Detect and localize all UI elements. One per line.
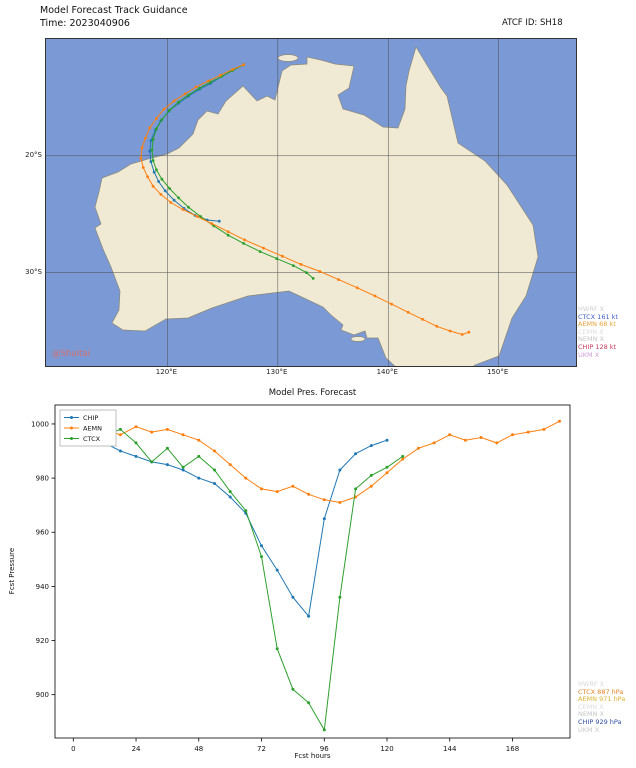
legend-entry-chip: CHIP 128 kt xyxy=(578,342,617,351)
atcf-id: ATCF ID: SH18 xyxy=(502,18,563,28)
pressure-series-AEMN xyxy=(87,419,561,504)
legend-label-CHIP: CHIP xyxy=(83,414,98,422)
y-tick-label: 920 xyxy=(36,637,49,645)
legend-entry-ctcx: CTCX 161 kt xyxy=(578,312,618,321)
x-tick-label: 72 xyxy=(257,745,266,753)
legend-label-CTCX: CTCX xyxy=(83,435,101,443)
track-map-panel: @Shuitai xyxy=(45,38,577,367)
pressure-min-legend: HWRF X CTCX 887 hPa AEMN 971 hPa CEMN X NEMN… xyxy=(578,680,636,734)
y-tick-label: 1000 xyxy=(31,420,49,428)
y-tick-label: 940 xyxy=(36,583,49,591)
legend-entry-aemn: AEMN 68 kt xyxy=(578,320,616,329)
lon-tick-label: 140°E xyxy=(376,368,398,376)
kangaroo-island xyxy=(350,336,366,342)
x-tick-label: 0 xyxy=(71,745,75,753)
legend-entry-nemn: NEMN X xyxy=(578,335,604,344)
lat-tick-label: 20°S xyxy=(25,150,42,159)
x-tick-label: 168 xyxy=(506,745,519,753)
pressure-chart: 0 24 48 72 96 120 144 168 1000 980 960 940 920 900 CHI… xyxy=(31,404,571,753)
model-tracks xyxy=(139,63,471,336)
pressure-legend-box: CHIP AEMN CTCX xyxy=(59,409,117,447)
pressure-chart-title: Model Pres. Forecast xyxy=(268,388,357,398)
legend-entry-nemn: NEMN X xyxy=(578,710,604,719)
legend-entry-ukm: UKM X xyxy=(578,725,600,734)
legend-entry-hwrf: HWRF X xyxy=(578,305,605,313)
legend-entry-cemn: CEMN X xyxy=(578,327,604,336)
lon-tick-label: 150°E xyxy=(486,368,509,376)
legend-entry-ukm: UKM X xyxy=(578,350,600,359)
figure-title: Model Forecast Track Guidance xyxy=(40,5,188,16)
legend-entry-ctcx: CTCX 887 hPa xyxy=(578,687,624,696)
watermark: @Shuitai xyxy=(52,349,90,359)
pressure-y-label: Fcst Pressure xyxy=(8,547,16,595)
track-AEMN xyxy=(139,63,471,336)
legend-entry-hwrf: HWRF X xyxy=(578,680,605,688)
lon-tick-label: 130°E xyxy=(266,368,288,376)
x-tick-label: 96 xyxy=(320,745,329,753)
legend-entry-chip: CHIP 929 hPa xyxy=(578,717,622,726)
x-tick-label: 48 xyxy=(194,745,203,753)
x-tick-label: 24 xyxy=(132,745,141,753)
pressure-series-CHIP xyxy=(87,436,389,618)
x-tick-label: 120 xyxy=(380,745,393,753)
map-gridlines xyxy=(46,39,576,366)
y-tick-label: 980 xyxy=(36,475,49,483)
australia-landmass xyxy=(94,46,539,366)
lat-tick-label: 30°S xyxy=(25,267,42,276)
lon-tick-label: 120°E xyxy=(155,368,178,376)
legend-label-AEMN: AEMN xyxy=(83,424,102,432)
legend-entry-cemn: CEMN X xyxy=(578,702,604,711)
pressure-series-CTCX xyxy=(87,425,405,732)
x-tick-label: 144 xyxy=(443,745,457,753)
figure-time: Time: 2023040906 xyxy=(40,18,130,29)
legend-entry-aemn: AEMN 971 hPa xyxy=(578,695,626,704)
y-tick-label: 900 xyxy=(36,691,49,699)
pressure-x-label: Fcst hours xyxy=(294,752,331,760)
y-tick-label: 960 xyxy=(36,529,49,537)
melville-island xyxy=(277,54,299,62)
track-map xyxy=(46,39,576,366)
